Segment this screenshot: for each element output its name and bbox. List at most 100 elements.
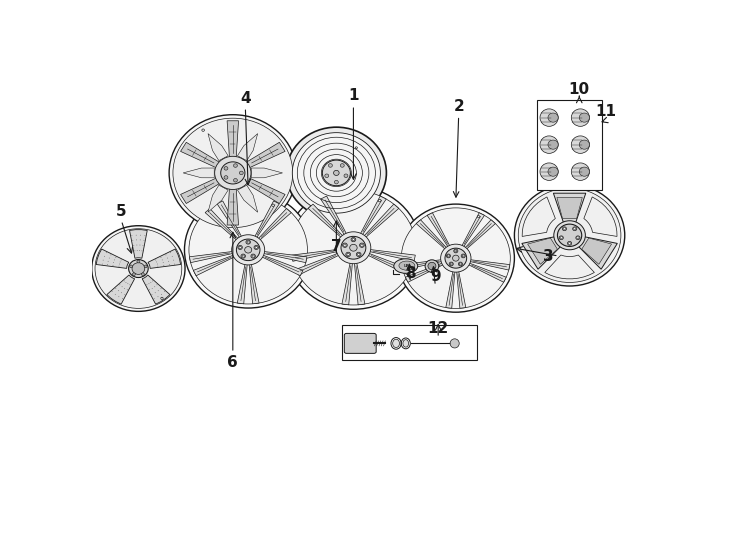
Polygon shape bbox=[369, 249, 415, 261]
Ellipse shape bbox=[139, 250, 140, 251]
Text: 10: 10 bbox=[569, 82, 590, 97]
Polygon shape bbox=[227, 188, 239, 225]
Ellipse shape bbox=[286, 127, 386, 219]
Ellipse shape bbox=[137, 250, 138, 251]
Ellipse shape bbox=[239, 171, 243, 174]
Ellipse shape bbox=[346, 252, 351, 256]
Ellipse shape bbox=[574, 228, 575, 230]
Polygon shape bbox=[237, 264, 247, 304]
Ellipse shape bbox=[360, 243, 364, 247]
Polygon shape bbox=[148, 249, 181, 268]
Ellipse shape bbox=[559, 236, 563, 240]
Ellipse shape bbox=[378, 199, 381, 202]
Ellipse shape bbox=[233, 179, 237, 182]
Ellipse shape bbox=[102, 264, 103, 265]
Ellipse shape bbox=[151, 294, 153, 295]
Ellipse shape bbox=[447, 255, 449, 257]
Ellipse shape bbox=[576, 236, 580, 240]
Ellipse shape bbox=[254, 245, 258, 249]
Polygon shape bbox=[181, 143, 220, 168]
Polygon shape bbox=[208, 133, 228, 160]
Ellipse shape bbox=[579, 140, 589, 149]
Ellipse shape bbox=[560, 237, 562, 239]
Ellipse shape bbox=[115, 257, 116, 258]
Polygon shape bbox=[405, 263, 443, 282]
Ellipse shape bbox=[453, 255, 459, 261]
Ellipse shape bbox=[165, 254, 167, 255]
Ellipse shape bbox=[333, 170, 339, 176]
Ellipse shape bbox=[450, 263, 452, 265]
Polygon shape bbox=[446, 271, 455, 308]
Ellipse shape bbox=[336, 232, 371, 264]
Ellipse shape bbox=[397, 204, 515, 312]
Ellipse shape bbox=[118, 296, 119, 297]
Ellipse shape bbox=[242, 255, 244, 257]
Ellipse shape bbox=[232, 235, 265, 265]
Ellipse shape bbox=[553, 221, 586, 250]
Polygon shape bbox=[183, 168, 214, 178]
Ellipse shape bbox=[144, 240, 145, 241]
Ellipse shape bbox=[161, 294, 162, 295]
Polygon shape bbox=[401, 260, 442, 270]
Ellipse shape bbox=[478, 215, 480, 218]
Ellipse shape bbox=[131, 235, 132, 236]
Polygon shape bbox=[427, 213, 450, 247]
Ellipse shape bbox=[344, 174, 348, 178]
Ellipse shape bbox=[548, 113, 558, 122]
Ellipse shape bbox=[286, 186, 421, 309]
Ellipse shape bbox=[325, 174, 329, 178]
Ellipse shape bbox=[119, 264, 120, 265]
Ellipse shape bbox=[393, 339, 399, 348]
Ellipse shape bbox=[122, 286, 123, 287]
Ellipse shape bbox=[255, 246, 258, 248]
Text: 6: 6 bbox=[228, 355, 239, 369]
Ellipse shape bbox=[214, 156, 251, 190]
Ellipse shape bbox=[291, 191, 416, 305]
Ellipse shape bbox=[252, 255, 255, 257]
Polygon shape bbox=[205, 208, 239, 240]
Ellipse shape bbox=[571, 163, 589, 180]
Ellipse shape bbox=[122, 298, 123, 299]
Ellipse shape bbox=[221, 162, 245, 184]
Ellipse shape bbox=[157, 264, 158, 265]
Polygon shape bbox=[545, 255, 595, 279]
Ellipse shape bbox=[344, 244, 346, 246]
Ellipse shape bbox=[125, 294, 126, 295]
Ellipse shape bbox=[425, 260, 439, 272]
Polygon shape bbox=[246, 178, 285, 204]
Polygon shape bbox=[553, 193, 586, 223]
Ellipse shape bbox=[202, 129, 204, 131]
Polygon shape bbox=[246, 143, 285, 168]
Ellipse shape bbox=[446, 254, 451, 258]
Ellipse shape bbox=[360, 244, 363, 246]
Ellipse shape bbox=[247, 241, 250, 243]
Ellipse shape bbox=[167, 258, 168, 259]
Ellipse shape bbox=[150, 282, 151, 283]
Ellipse shape bbox=[154, 286, 155, 287]
Polygon shape bbox=[468, 263, 506, 282]
Ellipse shape bbox=[569, 242, 570, 244]
Ellipse shape bbox=[355, 147, 357, 149]
Text: 7: 7 bbox=[331, 239, 341, 254]
Bar bbox=[537, 100, 602, 190]
Ellipse shape bbox=[461, 254, 465, 258]
Ellipse shape bbox=[455, 250, 457, 252]
Ellipse shape bbox=[189, 195, 308, 304]
Ellipse shape bbox=[169, 114, 297, 231]
Polygon shape bbox=[107, 275, 134, 304]
Ellipse shape bbox=[184, 192, 312, 308]
Ellipse shape bbox=[577, 237, 579, 239]
Polygon shape bbox=[208, 185, 228, 212]
Ellipse shape bbox=[132, 240, 133, 241]
Ellipse shape bbox=[564, 228, 565, 230]
Ellipse shape bbox=[236, 239, 260, 261]
Ellipse shape bbox=[110, 254, 112, 255]
Ellipse shape bbox=[562, 227, 567, 231]
Ellipse shape bbox=[349, 244, 357, 251]
Polygon shape bbox=[578, 237, 617, 269]
Text: 8: 8 bbox=[405, 266, 415, 281]
Polygon shape bbox=[249, 264, 259, 304]
Ellipse shape bbox=[341, 237, 366, 259]
Ellipse shape bbox=[163, 262, 164, 263]
Ellipse shape bbox=[567, 241, 572, 245]
